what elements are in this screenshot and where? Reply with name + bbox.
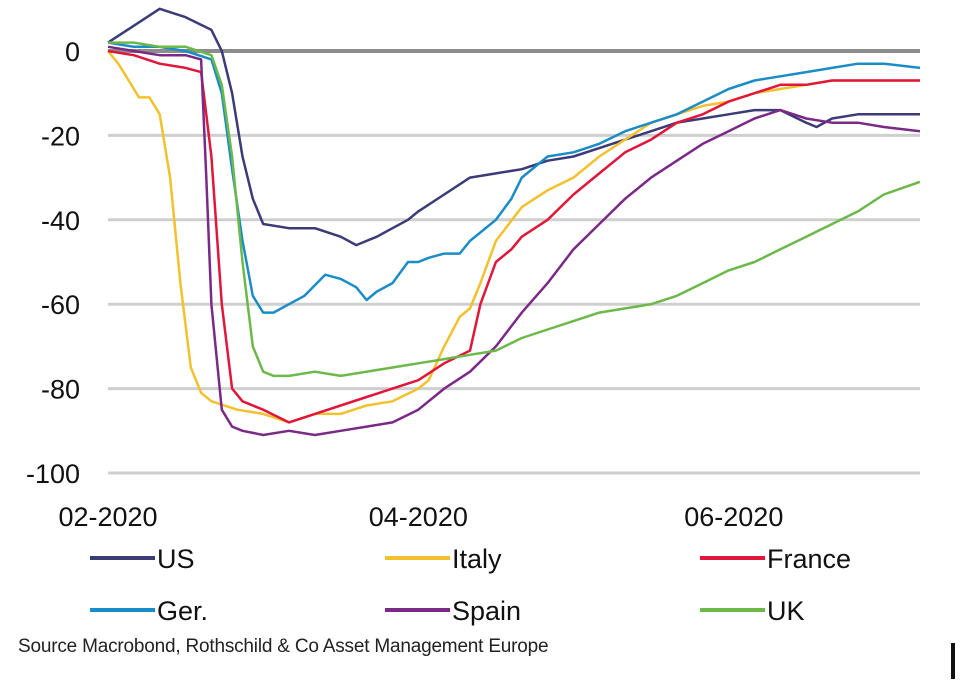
x-axis-ticks: 02-2020 04-2020 06-2020	[58, 502, 783, 532]
series-line-uk	[108, 41, 921, 378]
y-tick-label: 0	[65, 37, 80, 67]
legend: US Italy France Ger. Spain UK	[90, 544, 851, 626]
legend-item: France	[700, 544, 851, 574]
source-note: Source Macrobond, Rothschild & Co Asset …	[18, 636, 549, 657]
x-tick-label: 04-2020	[369, 502, 468, 532]
y-axis-ticks: 0 -20 -40 -60 -80 -100	[26, 37, 80, 489]
x-tick-label: 02-2020	[58, 502, 157, 532]
series-line-spain	[107, 45, 921, 437]
y-tick-label: -20	[41, 121, 80, 151]
series-line-us	[107, 7, 920, 247]
series-line-ger	[107, 41, 921, 314]
legend-label: Italy	[452, 544, 502, 574]
legend-item: US	[90, 544, 195, 574]
legend-label: UK	[767, 596, 805, 626]
legend-item: UK	[700, 596, 805, 626]
y-tick-label: -100	[26, 459, 80, 489]
series-line-france	[107, 49, 920, 424]
legend-label: US	[157, 544, 195, 574]
legend-label: Ger.	[157, 596, 208, 626]
legend-item: Ger.	[90, 596, 208, 626]
y-tick-label: -80	[41, 375, 80, 405]
legend-item: Italy	[385, 544, 502, 574]
legend-item: Spain	[385, 596, 521, 626]
legend-label: Spain	[452, 596, 521, 626]
x-tick-label: 06-2020	[684, 502, 783, 532]
series-lines	[107, 7, 921, 437]
y-tick-label: -40	[41, 206, 80, 236]
legend-label: France	[767, 544, 851, 574]
y-tick-label: -60	[41, 290, 80, 320]
edge-mark	[951, 643, 955, 679]
gridlines	[108, 49, 920, 475]
